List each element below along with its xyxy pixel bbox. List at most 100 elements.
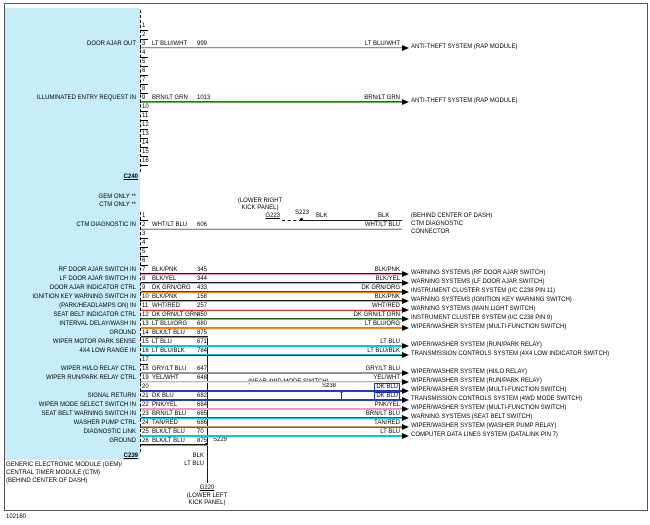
note-ctm-only: CTM ONLY ** — [99, 202, 136, 208]
destination-label: INSTRUMENT CLUSTER SYSTEM (I/C C238 PIN … — [411, 288, 556, 294]
pin-number: 24 — [142, 420, 149, 426]
g223-location-line1: (LOWER RIGHT — [237, 198, 283, 204]
wire-color-label: BLK/YEL — [152, 276, 177, 282]
wire — [141, 336, 208, 338]
destination-label: INSTRUMENT CLUSTER SYSTEM (I/C C238 PIN … — [411, 315, 553, 321]
circuit-number: 450 — [197, 312, 208, 318]
pin-stub — [140, 138, 148, 139]
destination-label: WIPER/WASHER SYSTEM (WASHER PUMP RELAY) — [411, 423, 557, 429]
pin-stub — [140, 75, 148, 76]
pin-number: 14 — [142, 140, 149, 146]
wire-color-label-right: WHT/RED — [372, 303, 400, 309]
pin-stub — [140, 57, 148, 58]
splice-label-s238: S238 — [322, 383, 337, 389]
wire-arrow-icon — [402, 370, 409, 376]
circuit-number: 1013 — [197, 95, 211, 101]
pin-number: 25 — [142, 429, 149, 435]
wire-color-label-right: GRY/LT BLU — [365, 366, 400, 372]
wire — [141, 399, 402, 401]
wire-color-label: LT BLU — [152, 339, 172, 345]
circuit-number: 345 — [197, 267, 208, 273]
pin-number: 16 — [142, 158, 149, 164]
pin-stub — [140, 147, 148, 148]
module-pin-label: INTERVAL DELAY/WASH IN — [59, 321, 136, 327]
ground-label-g220: G220 — [199, 485, 215, 491]
s238-tie-wire — [341, 391, 342, 400]
destination-label: TRANSMISSION CONTROLS SYSTEM (4X4 LOW IN… — [411, 351, 610, 357]
circuit-number: 875 — [197, 330, 208, 336]
wire-color-label: DK GRN/ORG — [152, 285, 191, 291]
wire — [141, 228, 402, 230]
pin-number: 7 — [142, 267, 146, 273]
splice-dot-s223 — [300, 218, 303, 221]
module-caption-line3: (BEHIND CENTER OF DASH) — [6, 478, 88, 484]
circuit-number: 684 — [197, 402, 208, 408]
wire-color-label: BLK/PNK — [152, 294, 178, 300]
module-pin-label: WIPER MODE SELECT SWITCH IN — [38, 402, 136, 408]
circuit-number: 999 — [197, 41, 208, 47]
module-pin-label: GROUND — [109, 438, 136, 444]
destination-label: WIPER/WASHER SYSTEM (RUN/PARK RELAY) — [411, 342, 542, 348]
wire-color-label: DK GRN/LT GRN — [152, 312, 199, 318]
wire-color-label: BRN/LT BLU — [152, 411, 187, 417]
destination-label: TRANSMISSION CONTROLS SYSTEM (4WD MODE S… — [411, 396, 583, 402]
module-pin-label: IGNITION KEY WARNING SWITCH IN — [32, 294, 136, 300]
pin-stub — [140, 156, 148, 157]
wire-arrow-icon — [402, 99, 409, 105]
wire-color-label: PNK/YEL — [152, 402, 178, 408]
wire-arrow-icon — [402, 406, 409, 412]
wire-arrow-icon — [402, 316, 409, 322]
pin-number: 14 — [142, 330, 149, 336]
wire-color-label-right: BLK/PNK — [374, 267, 400, 273]
wire — [141, 300, 402, 302]
module-pin-label: SEAT BELT INDICATOR CTRL — [53, 312, 136, 318]
circuit-number: 784 — [197, 348, 208, 354]
pin-stub — [140, 165, 148, 166]
highlight-box: DK BLU — [374, 392, 400, 400]
g223-location-line2: KICK PANEL) — [241, 205, 279, 211]
ground-vertical-wire-g220 — [207, 445, 208, 483]
wire — [141, 372, 402, 374]
pin-number: 5 — [142, 59, 146, 65]
destination-label: WIPER/WASHER SYSTEM (RUN/PARK RELAY) — [411, 378, 542, 384]
pin-number: 20 — [142, 384, 149, 390]
module-pin-label: WASHER PUMP CTRL — [73, 420, 136, 426]
wire-arrow-icon — [402, 388, 409, 394]
pin-stub — [140, 120, 148, 121]
pin-stub — [140, 66, 148, 67]
wire-color-label: TAN/RED — [152, 420, 178, 426]
module-pin-label: WIPER MOTOR PARK SENSE — [52, 339, 136, 345]
wire-arrow-icon — [402, 415, 409, 421]
module-pin-label: WIPER RUN/PARK RELAY CTRL — [45, 375, 136, 381]
circuit-number: 158 — [197, 294, 208, 300]
wire-color-label-right: DK GRN/LT GRN — [353, 312, 400, 318]
pin-stub — [140, 364, 148, 365]
wire-color-label-right: WHT/LT BLU — [364, 222, 400, 228]
wire-color-label-right: LT BLU/ORG — [364, 321, 400, 327]
module-pin-label: DOOR AJAR INDICATOR CTRL — [49, 285, 136, 291]
wire-arrow-icon — [402, 379, 409, 385]
module-pin-label: LF DOOR AJAR SWITCH IN — [59, 276, 136, 282]
circuit-number: 875 — [197, 438, 208, 444]
ground-branch-wire — [302, 220, 402, 221]
wire-color-label-right: BLK/YEL — [375, 276, 400, 282]
circuit-number: 433 — [197, 285, 208, 291]
ground-wire-label-ltblu: LT BLU — [184, 461, 204, 467]
wire-color-label: DK BLU — [152, 393, 174, 399]
module-pin-label: DIAGNOSTIC LINK — [83, 429, 136, 435]
pin-number: 15 — [142, 149, 149, 155]
wire-arrow-icon — [402, 298, 409, 304]
pin-number: 12 — [142, 312, 149, 318]
pin-number: 19 — [142, 375, 149, 381]
wire-color-label: BRN/LT GRN — [152, 95, 188, 101]
wire-arrow-icon — [402, 352, 409, 358]
sheet-number: 102160 — [6, 514, 27, 520]
wire — [141, 435, 402, 437]
pin-number: 15 — [142, 339, 149, 345]
wire — [141, 426, 402, 428]
wire-arrow-icon — [402, 433, 409, 439]
wire — [141, 417, 402, 419]
wire — [141, 318, 402, 320]
module-caption-line2: CENTRAL TIMER MODULE (CTM) — [6, 470, 101, 476]
wire-color-label: LT BLU/BLK — [152, 348, 185, 354]
